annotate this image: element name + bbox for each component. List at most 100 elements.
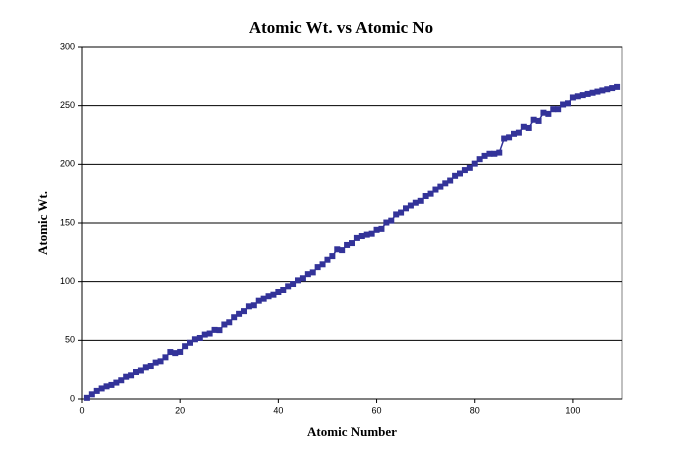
- marker: [452, 172, 459, 179]
- marker: [530, 116, 537, 123]
- marker: [584, 90, 591, 97]
- marker: [403, 205, 409, 212]
- marker: [511, 130, 517, 137]
- marker: [191, 336, 198, 343]
- marker: [93, 387, 100, 394]
- marker: [103, 383, 110, 390]
- marker: [231, 314, 238, 321]
- marker: [128, 372, 135, 379]
- marker: [378, 225, 385, 232]
- y-tick-label: 250: [60, 100, 75, 110]
- marker: [137, 367, 144, 374]
- marker: [417, 197, 424, 204]
- marker: [506, 134, 513, 141]
- marker: [177, 348, 184, 355]
- marker: [255, 297, 262, 304]
- marker: [211, 326, 218, 333]
- marker: [236, 310, 243, 317]
- marker: [319, 261, 326, 268]
- marker: [486, 150, 493, 157]
- marker: [245, 303, 252, 310]
- marker: [290, 281, 297, 288]
- y-tick-label: 200: [60, 159, 75, 169]
- marker: [457, 170, 463, 177]
- marker: [275, 288, 282, 295]
- marker: [187, 339, 193, 346]
- marker: [383, 219, 390, 226]
- marker: [314, 264, 321, 271]
- marker: [241, 308, 247, 315]
- marker: [525, 124, 532, 131]
- marker: [280, 286, 287, 293]
- marker: [265, 293, 272, 300]
- marker: [422, 193, 429, 200]
- marker: [569, 94, 576, 101]
- marker: [142, 364, 149, 371]
- marker: [565, 100, 571, 107]
- marker: [118, 377, 125, 384]
- y-tick-label: 0: [70, 393, 75, 403]
- marker: [476, 156, 483, 163]
- marker: [221, 321, 228, 328]
- marker: [481, 152, 488, 159]
- marker: [295, 277, 301, 284]
- marker: [442, 180, 449, 187]
- y-tick-label: 150: [60, 217, 75, 227]
- marker: [133, 369, 139, 376]
- marker: [299, 275, 306, 282]
- marker: [609, 85, 616, 92]
- marker: [412, 199, 419, 206]
- marker: [491, 150, 498, 157]
- marker: [471, 160, 478, 167]
- marker: [545, 110, 552, 117]
- marker: [461, 167, 468, 174]
- marker: [152, 359, 159, 366]
- marker: [520, 123, 527, 130]
- marker: [329, 253, 336, 260]
- y-tick-label: 100: [60, 276, 75, 286]
- marker: [594, 88, 601, 95]
- marker: [574, 93, 581, 100]
- marker: [309, 269, 316, 276]
- marker: [437, 183, 444, 190]
- chart-title: Atomic Wt. vs Atomic No: [249, 18, 433, 37]
- marker: [334, 246, 341, 253]
- marker: [579, 92, 586, 99]
- x-tick-label: 40: [273, 405, 283, 415]
- marker: [206, 330, 213, 337]
- marker: [182, 343, 189, 350]
- marker: [515, 129, 522, 136]
- x-tick-label: 60: [372, 405, 382, 415]
- marker: [363, 231, 370, 238]
- marker: [388, 217, 395, 224]
- marker: [560, 101, 567, 108]
- marker: [550, 106, 557, 113]
- marker: [83, 394, 90, 401]
- marker: [324, 256, 331, 263]
- marker: [466, 164, 473, 171]
- marker: [368, 230, 375, 237]
- x-tick-label: 20: [175, 405, 185, 415]
- marker: [432, 186, 439, 193]
- marker: [98, 385, 105, 392]
- marker: [196, 334, 203, 341]
- marker: [501, 135, 508, 142]
- marker: [147, 363, 154, 370]
- marker: [344, 241, 351, 248]
- marker: [358, 233, 365, 240]
- y-tick-label: 50: [65, 335, 75, 345]
- marker: [398, 209, 405, 216]
- marker: [427, 190, 434, 197]
- marker: [407, 202, 414, 209]
- marker: [349, 240, 355, 247]
- y-tick-label: 300: [60, 41, 75, 51]
- x-axis-label: Atomic Number: [307, 424, 397, 439]
- marker: [604, 86, 611, 93]
- marker: [614, 83, 621, 90]
- marker: [555, 106, 562, 113]
- marker: [172, 350, 179, 357]
- marker: [599, 87, 606, 94]
- x-tick-label: 0: [79, 405, 84, 415]
- marker: [201, 331, 208, 338]
